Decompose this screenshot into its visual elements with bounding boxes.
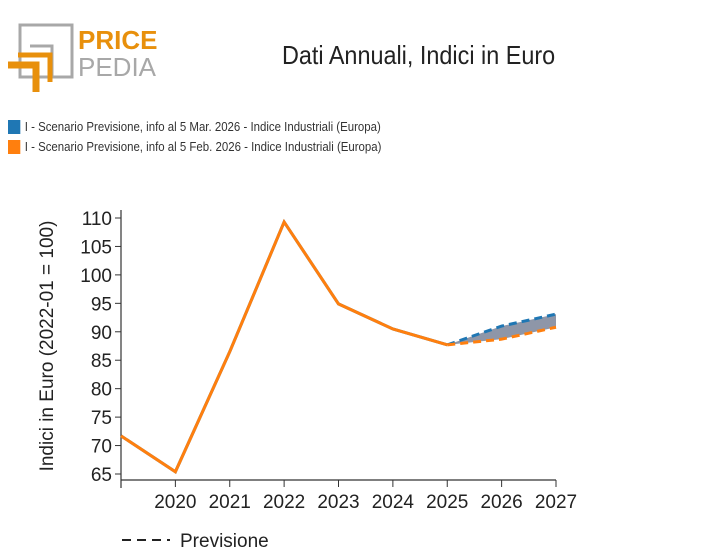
y-tick-label: 85 — [91, 351, 112, 372]
legend-item-feb[interactable]: I - Scenario Previsione, info al 5 Feb. … — [8, 139, 381, 154]
forecast-legend-label: Previsione — [180, 531, 269, 552]
y-tick-label: 70 — [91, 437, 112, 458]
pricepedia-logo: PRICE PEDIA — [8, 23, 157, 92]
series-line-0 — [120, 218, 448, 474]
x-tick-label: 2023 — [317, 492, 359, 513]
legend-swatch — [8, 119, 21, 134]
chart-title: Dati Annuali, Indici in Euro — [282, 40, 556, 70]
legend-label: I - Scenario Previsione, info al 5 Mar. … — [24, 119, 381, 134]
x-tick-label: 2022 — [263, 492, 305, 513]
y-axis-label: Indici in Euro (2022-01 = 100) — [37, 221, 58, 472]
y-tick-label: 80 — [91, 380, 112, 401]
y-tick-label: 100 — [80, 266, 112, 287]
series-forecast-line-1 — [447, 325, 557, 347]
x-tick-label: 2024 — [372, 492, 415, 513]
series-line-1 — [120, 218, 448, 474]
x-tick-label: 2021 — [209, 492, 251, 513]
legend-item-mar[interactable]: I - Scenario Previsione, info al 5 Mar. … — [8, 119, 381, 134]
y-tick-label: 90 — [91, 323, 112, 344]
legend-label: I - Scenario Previsione, info al 5 Feb. … — [24, 139, 382, 154]
forecast-band — [447, 314, 556, 345]
series-forecast-line-0 — [446, 312, 557, 347]
y-tick-label: 110 — [82, 209, 112, 230]
y-tick-label: 105 — [80, 237, 112, 258]
legend-swatch — [8, 139, 21, 154]
x-tick-label: 2025 — [426, 492, 468, 513]
x-tick-label: 2027 — [535, 492, 577, 513]
y-tick-label: 95 — [91, 294, 112, 315]
svg-text:PRICE: PRICE — [78, 25, 157, 55]
svg-text:PEDIA: PEDIA — [78, 52, 157, 82]
x-tick-label: 2020 — [154, 492, 196, 513]
x-tick-label: 2026 — [480, 492, 522, 513]
y-tick-label: 65 — [91, 465, 112, 486]
y-tick-label: 75 — [91, 408, 112, 429]
